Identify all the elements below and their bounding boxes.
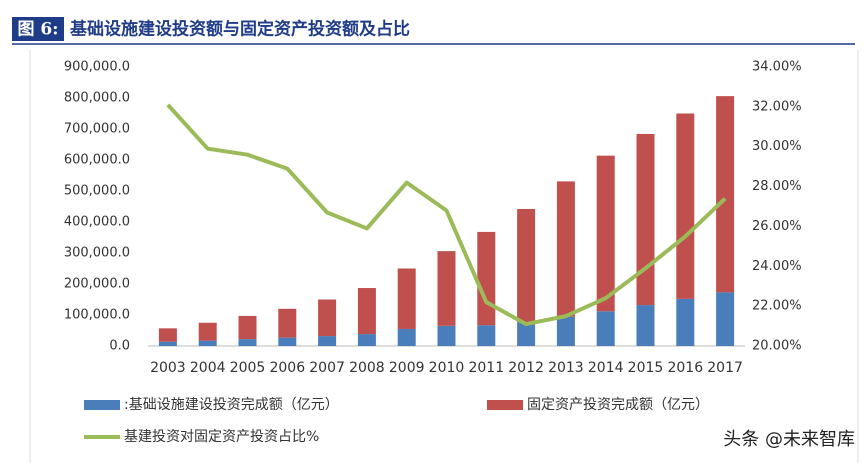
bar: [198, 322, 217, 341]
y2-tick-label: 32.00%: [752, 99, 802, 114]
bar: [437, 251, 456, 326]
x-tick-label: 2017: [707, 360, 743, 376]
y2-tick-label: 30.00%: [752, 139, 802, 154]
bar: [158, 328, 177, 342]
y-tick-label: 300,000.0: [64, 246, 130, 261]
y-tick-label: 800,000.0: [64, 91, 130, 106]
y2-tick-label: 24.00%: [752, 259, 802, 274]
y-tick-label: 0.0: [109, 339, 130, 354]
bar: [636, 133, 655, 306]
x-tick-label: 2015: [628, 360, 664, 376]
x-tick-label: 2006: [269, 360, 305, 376]
legend-swatch: [84, 400, 120, 410]
bar: [556, 316, 575, 346]
legend-label: 固定资产投资完成额（亿元）: [527, 397, 709, 413]
bar: [278, 308, 297, 338]
y-tick-label: 500,000.0: [64, 184, 130, 199]
bar: [676, 113, 695, 299]
line: [166, 103, 727, 327]
x-tick-label: 2010: [429, 360, 465, 376]
y2-tick-label: 28.00%: [752, 179, 802, 194]
y2-tick-label: 26.00%: [752, 219, 802, 234]
bar: [596, 311, 615, 346]
legend-swatch: [487, 400, 523, 410]
y-tick-label: 600,000.0: [64, 153, 130, 168]
bar: [238, 315, 257, 340]
y-tick-label: 200,000.0: [64, 277, 130, 292]
bar: [437, 325, 456, 346]
bar: [397, 328, 416, 346]
bar: [716, 96, 735, 293]
chart-title: 基础设施建设投资额与固定资产投资额及占比: [69, 19, 410, 40]
figure-label: 图 6:: [17, 20, 58, 40]
x-tick-label: 2011: [468, 360, 504, 376]
y-tick-label: 700,000.0: [64, 122, 130, 137]
x-tick-label: 2016: [667, 360, 703, 376]
x-tick-label: 2003: [150, 360, 186, 376]
legend-label: 基建投资对固定资产投资占比%: [124, 428, 319, 445]
x-tick-label: 2013: [548, 360, 584, 376]
bar: [676, 298, 695, 346]
x-tick-label: 2005: [230, 360, 266, 376]
x-tick-label: 2004: [190, 360, 226, 376]
bar: [278, 337, 297, 346]
bar: [596, 155, 615, 312]
y2-tick-label: 22.00%: [752, 299, 802, 314]
bar: [477, 231, 496, 326]
legend-label: :基础设施建设投资完成额（亿元）: [124, 396, 339, 413]
bar: [357, 334, 376, 346]
bar: [716, 292, 735, 346]
bar: [556, 181, 575, 317]
bar: [397, 268, 416, 329]
figure-label-box: [12, 17, 64, 41]
watermark: 头条 @未来智库: [723, 429, 855, 450]
bar: [517, 208, 536, 323]
bar: [517, 322, 536, 346]
bar: [357, 288, 376, 335]
bar: [318, 299, 337, 337]
x-tick-label: 2007: [309, 360, 345, 376]
x-tick-label: 2012: [508, 360, 544, 376]
y-tick-label: 100,000.0: [64, 308, 130, 323]
y2-tick-label: 20.00%: [752, 339, 802, 354]
x-tick-label: 2008: [349, 360, 385, 376]
y2-tick-label: 34.00%: [752, 60, 802, 75]
x-tick-label: 2014: [588, 360, 624, 376]
y-tick-label: 900,000.0: [64, 60, 130, 75]
bar: [636, 305, 655, 346]
bar: [477, 325, 496, 346]
bar: [238, 339, 257, 346]
bar: [158, 341, 177, 346]
bar: [198, 340, 217, 346]
y-tick-label: 400,000.0: [64, 215, 130, 230]
x-tick-label: 2009: [389, 360, 425, 376]
bar: [318, 336, 337, 346]
